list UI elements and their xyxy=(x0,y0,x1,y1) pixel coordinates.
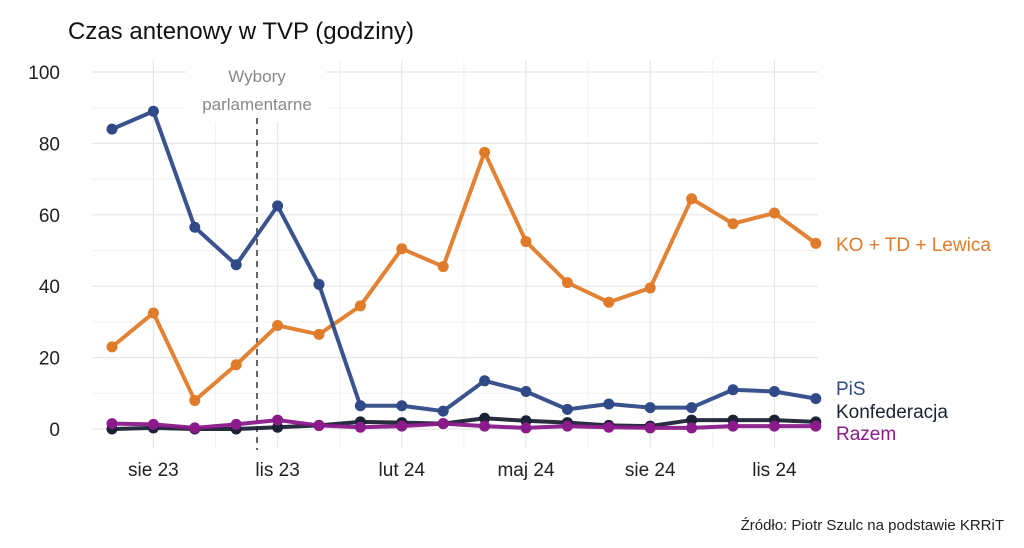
x-tick-label: sie 23 xyxy=(128,460,179,481)
data-point xyxy=(437,418,449,430)
source-note: Źródło: Piotr Szulc na podstawie KRRiT xyxy=(741,517,1004,534)
annotation-line1: Wybory xyxy=(228,67,286,86)
data-point xyxy=(520,422,532,434)
data-point xyxy=(644,422,656,434)
data-point xyxy=(313,278,325,290)
data-point xyxy=(686,414,698,426)
data-point xyxy=(520,236,532,248)
data-point xyxy=(354,400,366,412)
data-point xyxy=(727,384,739,396)
data-point xyxy=(727,218,739,230)
y-tick-label: 100 xyxy=(28,63,60,84)
data-point xyxy=(272,200,284,212)
y-axis: 0 20 40 60 80 100 xyxy=(28,63,60,441)
data-point xyxy=(644,282,656,294)
series-pis xyxy=(106,105,822,417)
y-tick-label: 0 xyxy=(49,420,60,441)
y-tick-label: 80 xyxy=(39,134,60,155)
data-point xyxy=(106,418,118,430)
series-line xyxy=(111,416,816,431)
data-point xyxy=(437,261,449,273)
data-point xyxy=(230,259,242,271)
data-point xyxy=(147,105,159,117)
data-point xyxy=(313,419,325,431)
series-line xyxy=(111,109,817,414)
data-point xyxy=(479,146,491,158)
data-point xyxy=(561,277,573,289)
data-point xyxy=(768,386,780,398)
data-point xyxy=(313,328,325,340)
data-point xyxy=(272,319,284,331)
x-axis: sie 23 lis 23 lut 24 maj 24 sie 24 lis 24 xyxy=(128,460,797,481)
data-point xyxy=(189,422,201,434)
data-point xyxy=(189,394,201,406)
data-point xyxy=(603,398,615,410)
y-tick-label: 40 xyxy=(39,277,60,298)
data-point xyxy=(603,421,615,433)
data-point xyxy=(272,414,284,426)
x-tick-label: lis 24 xyxy=(752,460,797,481)
data-point xyxy=(768,207,780,219)
data-point xyxy=(106,123,118,135)
data-point xyxy=(810,420,822,432)
annotation-line2: parlamentarne xyxy=(202,95,312,114)
data-point xyxy=(147,418,159,430)
series-line xyxy=(110,150,817,403)
annotation-background xyxy=(186,58,326,122)
data-point xyxy=(686,402,698,414)
data-point xyxy=(644,402,656,414)
data-point xyxy=(147,307,159,319)
data-point xyxy=(561,420,573,432)
series-razem xyxy=(106,414,822,434)
data-point xyxy=(354,421,366,433)
data-point xyxy=(437,405,449,417)
series-label: Konfederacja xyxy=(836,402,948,423)
data-point xyxy=(603,296,615,308)
chart-title: Czas antenowy w TVP (godziny) xyxy=(68,18,414,45)
data-point xyxy=(230,359,242,371)
data-point xyxy=(354,300,366,312)
data-point xyxy=(396,400,408,412)
data-point xyxy=(561,403,573,415)
x-tick-label: sie 24 xyxy=(625,460,676,481)
data-point xyxy=(479,420,491,432)
series-label: Razem xyxy=(836,424,896,445)
data-point xyxy=(727,420,739,432)
data-point xyxy=(686,422,698,434)
series-group xyxy=(106,105,822,435)
data-point xyxy=(396,420,408,432)
x-tick-label: lut 24 xyxy=(379,460,426,481)
data-point xyxy=(686,193,698,205)
data-point xyxy=(106,341,118,353)
series-line xyxy=(111,418,816,430)
data-point xyxy=(768,420,780,432)
data-point xyxy=(479,412,491,424)
series-ko-td-lewica xyxy=(106,146,822,406)
data-point xyxy=(520,386,532,398)
y-tick-label: 20 xyxy=(39,349,60,370)
y-tick-label: 60 xyxy=(39,206,60,227)
data-point xyxy=(189,221,201,233)
election-annotation: Wybory parlamentarne xyxy=(186,58,326,450)
x-tick-label: maj 24 xyxy=(497,460,554,481)
data-point xyxy=(479,375,491,387)
data-point xyxy=(230,418,242,430)
series-label: KO + TD + Lewica xyxy=(836,235,991,256)
data-point xyxy=(810,237,822,249)
data-point xyxy=(396,243,408,255)
data-point xyxy=(810,393,822,405)
series-label: PiS xyxy=(836,379,866,400)
x-tick-label: lis 23 xyxy=(255,460,299,481)
